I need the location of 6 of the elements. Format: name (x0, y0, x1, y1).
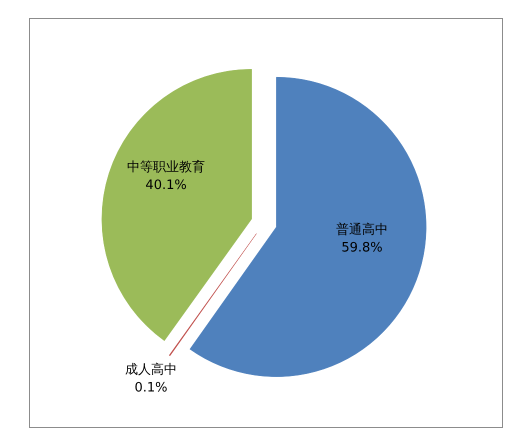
data-label: 59.8% (341, 240, 383, 256)
data-label: 0.1% (134, 380, 168, 396)
data-label: 40.1% (145, 178, 187, 193)
slice-label: 普通高中 (336, 222, 388, 238)
slice-label: 成人高中 (125, 361, 178, 378)
slice-label: 中等职业教育 (127, 158, 206, 175)
